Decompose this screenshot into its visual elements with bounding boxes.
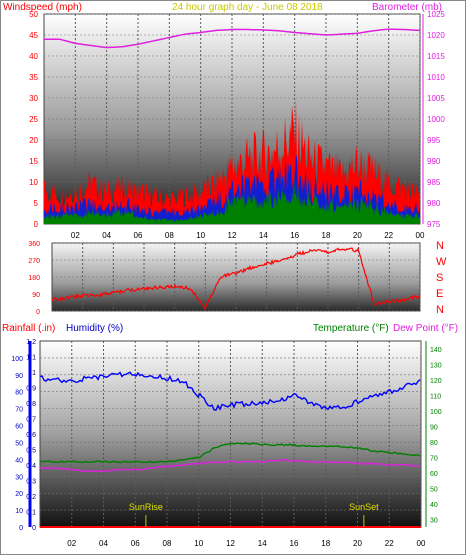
barometer-axis-title: Barometer (mb) [372,2,442,13]
temperature-line [39,442,421,464]
chart-date-title: 24 hour graph day - June 08 2018 [172,2,323,13]
temp-y-tick-label: 90 [430,424,438,431]
direction-letter-n: N [436,304,444,316]
wind-y-tick-label: 50 [29,10,38,19]
temp-y-tick-label: 30 [430,517,438,524]
baro-y-tick-label: 1010 [427,73,445,82]
humidity-y-tick-label: 30 [15,474,23,481]
wind-gust-area [44,97,420,224]
humidity-y-tick-label: 20 [15,491,23,498]
humidity-y-tick-label: 40 [15,457,23,464]
barometer-line [44,28,421,49]
baro-y-tick-label: 990 [427,157,441,166]
wind-x-tick-label: 02 [71,231,80,240]
temp-y-tick-label: 60 [430,471,438,478]
baro-y-tick-label: 995 [427,136,441,145]
temp-y-tick-label: 100 [430,409,442,416]
humidity-y-tick-label: 50 [15,440,23,447]
wind-y-tick-label: 0 [34,220,39,229]
wind-axis-title: Windspeed (mph) [3,2,82,13]
wind-x-tick-label: 22 [384,231,393,240]
dir-y-tick-label: 0 [36,309,40,316]
wind-y-tick-label: 45 [29,31,38,40]
sunrise-label: SunRise [129,502,163,512]
dir-y-tick-label: 360 [28,241,40,248]
baro-y-tick-label: 975 [427,220,441,229]
climate-x-tick-label: 22 [385,539,394,548]
wind-x-tick-label: 14 [259,231,268,240]
humidity-y-tick-label: 70 [15,407,23,414]
rain-y-tick-label: 0 [32,525,36,532]
wind-y-tick-label: 15 [29,157,38,166]
wind-x-tick-label: 00 [416,231,425,240]
climate-x-tick-label: 12 [226,539,235,548]
dewpoint-axis-title: Dew Point (°F) [393,323,458,334]
climate-x-tick-label: 16 [290,539,299,548]
wind-x-tick-label: 18 [322,231,331,240]
climate-x-tick-label: 08 [163,539,172,548]
direction-letter-e: E [436,288,443,300]
wind-x-tick-label: 20 [353,231,362,240]
wind-y-tick-label: 25 [29,115,38,124]
rain-axis-title: Rainfall (.in) [2,323,55,334]
wind-y-tick-label: 5 [34,199,39,208]
climate-x-tick-label: 20 [353,539,362,548]
temp-y-tick-label: 50 [430,486,438,493]
wind-x-tick-label: 06 [134,231,143,240]
climate-x-tick-label: 18 [321,539,330,548]
direction-letter-w: W [436,256,447,268]
temp-y-tick-label: 110 [430,393,441,400]
humidity-y-tick-label: 60 [15,424,23,431]
temp-y-tick-label: 70 [430,455,438,462]
humidity-y-tick-label: 80 [15,390,23,397]
baro-y-tick-label: 1000 [427,115,445,124]
wind-y-tick-label: 35 [29,73,38,82]
baro-y-tick-label: 1015 [427,52,445,61]
wind-x-tick-label: 16 [290,231,299,240]
humidity-y-tick-label: 0 [19,525,23,532]
direction-letter-s: S [436,272,443,284]
wind-x-tick-label: 08 [165,231,174,240]
dir-y-tick-label: 180 [28,275,40,282]
wind-min-area [44,179,420,224]
climate-x-tick-label: 02 [67,539,76,548]
rain-y-tick-label: 1 [32,370,36,377]
dewpoint-line [39,458,421,473]
wind-direction-line [51,247,421,311]
climate-x-tick-label: 14 [258,539,267,548]
direction-letter-n: N [436,240,444,252]
wind-y-tick-label: 10 [29,178,38,187]
wind-x-tick-label: 12 [228,231,237,240]
climate-x-tick-label: 10 [194,539,203,548]
humidity-line [39,371,421,411]
temp-y-tick-label: 140 [430,347,442,354]
humidity-y-tick-label: 90 [15,373,23,380]
temperature-axis-title: Temperature (°F) [313,323,389,334]
dir-y-tick-label: 270 [28,258,40,265]
temp-y-tick-label: 40 [430,502,438,509]
humidity-y-tick-label: 100 [11,356,23,363]
baro-y-tick-label: 1005 [427,94,445,103]
sunset-label: SunSet [349,502,379,512]
baro-y-tick-label: 1020 [427,31,445,40]
humidity-y-tick-label: 10 [15,508,23,515]
climate-x-tick-label: 00 [417,539,426,548]
temp-y-tick-label: 120 [430,378,442,385]
wind-y-tick-label: 40 [29,52,38,61]
wind-y-tick-label: 20 [29,136,38,145]
baro-y-tick-label: 1025 [427,10,445,19]
temp-y-tick-label: 80 [430,440,438,447]
wind-x-tick-label: 04 [102,231,111,240]
climate-x-tick-label: 04 [99,539,108,548]
wind-x-tick-label: 10 [196,231,205,240]
humidity-axis-title: Humidity (%) [66,323,123,334]
temp-y-tick-label: 130 [430,362,442,369]
wind-y-tick-label: 30 [29,94,38,103]
dir-y-tick-label: 90 [32,292,40,299]
climate-x-tick-label: 06 [131,539,140,548]
baro-y-tick-label: 985 [427,178,441,187]
baro-y-tick-label: 980 [427,199,441,208]
